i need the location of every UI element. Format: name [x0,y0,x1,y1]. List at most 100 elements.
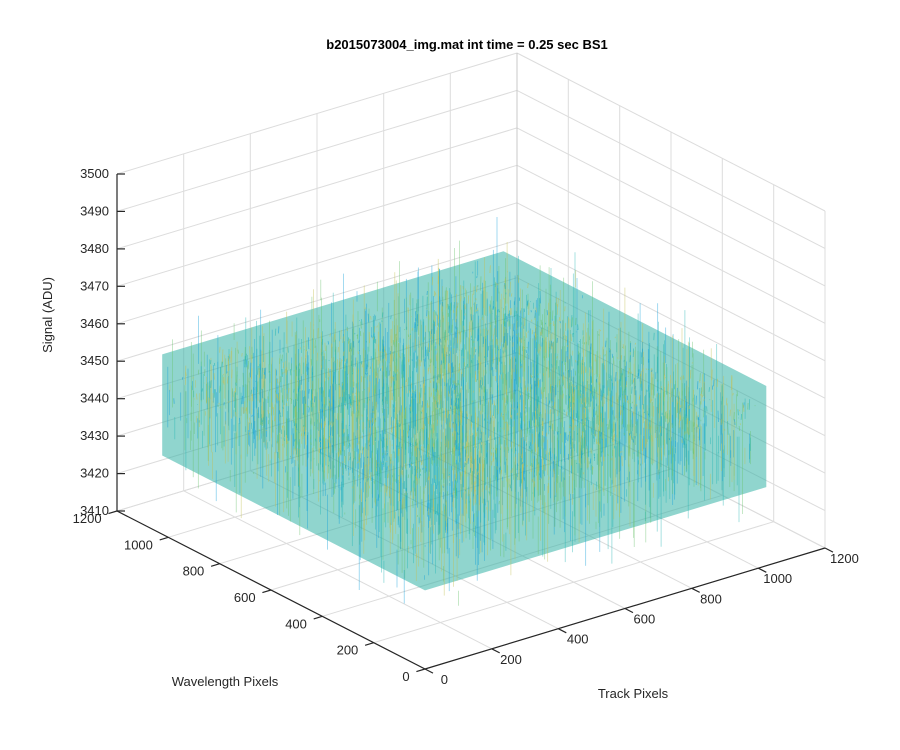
surface-strand [414,322,416,329]
surface-strand [651,399,653,401]
surface-strand [699,401,701,408]
surface-strand [516,405,518,409]
surface-strand [280,375,282,383]
surface-strand [442,315,444,323]
surface-strand [691,362,693,364]
surface-strand [558,317,561,321]
surface-strand [184,365,187,386]
surface-strand [607,453,609,456]
surface-strand [311,403,313,405]
surface-strand [245,407,247,411]
surface-strand [551,400,553,403]
surface-strand [639,415,641,417]
surface-strand [568,359,571,378]
surface-strand [444,331,446,341]
surface-strand [339,396,341,407]
surface-strand [293,388,295,393]
surface-strand [692,389,694,405]
surface-strand [569,431,571,433]
surface-strand [457,397,459,401]
x-tick [624,607,634,614]
surface-strand [740,413,742,420]
surface-strand [296,393,298,402]
surface-strand [424,336,426,340]
surface-strand [580,467,582,478]
surface-strand [492,403,494,405]
surface-strand [604,354,606,357]
surface-strand [595,433,597,437]
surface-strand [415,311,417,322]
surface-strand [475,297,477,301]
surface-strand [330,427,332,436]
surface-strand [664,374,666,377]
surface-strand [437,275,440,284]
surface-strand [567,369,569,373]
surface-strand [529,446,531,449]
surface-strand [419,468,422,473]
surface-strand [435,511,437,515]
surface-strand [514,297,516,305]
surface-strand [368,432,370,442]
surface-strand [371,335,373,339]
surface-strand [248,432,251,436]
surface-strand [393,350,395,362]
surface-strand [300,433,303,437]
surface-strand [295,366,298,370]
surface-strand [303,346,305,348]
surface-strand [304,396,306,404]
surface-strand [754,405,756,407]
surface-strand [391,376,393,380]
surface-strand [437,390,440,400]
surface-strand [244,355,246,368]
grid-line [116,52,518,175]
surface-strand [461,471,463,477]
surface-strand [466,423,468,436]
surface-strand [597,441,599,445]
surface-strand [543,437,545,443]
surface-strand [370,316,372,320]
surface-strand [515,447,517,452]
surface-strand [701,387,703,394]
surface-strand [261,367,263,379]
surface-strand [281,354,283,362]
surface-strand [484,498,486,506]
surface-strand [465,498,468,514]
surface-strand [337,346,339,353]
surface-strand [448,475,450,478]
surface-strand [541,338,543,347]
surface-strand [250,362,252,378]
surface-strand [261,422,263,427]
surface-strand [457,432,459,435]
surface-strand [457,398,460,410]
surface-strand [409,463,411,467]
surface-strand [352,372,354,375]
surface-strand [481,385,483,390]
surface-strand [269,370,271,373]
chart-title: b2015073004_img.mat int time = 0.25 sec … [326,37,607,52]
surface-strand [641,438,644,452]
surface-strand [365,464,367,467]
surface-strand [617,399,619,403]
surface-strand [197,369,200,375]
surface-strand [605,340,607,348]
surface-strand [635,404,637,407]
surface-strand [553,460,555,472]
z-tick-label: 3420 [80,466,109,481]
surface-strand [383,432,385,448]
surface-strand [451,363,453,373]
surface-strand [219,346,221,353]
surface-strand [396,325,398,341]
surface-strand [587,457,589,468]
surface-strand [559,406,561,411]
surface-strand [299,408,301,410]
surface-strand [574,370,577,376]
surface-strand [369,381,371,393]
surface-strand [419,450,421,462]
surface-strand [729,409,731,417]
surface-strand [453,451,455,465]
surface-strand [495,375,497,382]
surface-strand [678,420,680,426]
surface-strand [446,347,448,355]
surface-strand [524,387,526,391]
surface-strand [488,491,490,494]
